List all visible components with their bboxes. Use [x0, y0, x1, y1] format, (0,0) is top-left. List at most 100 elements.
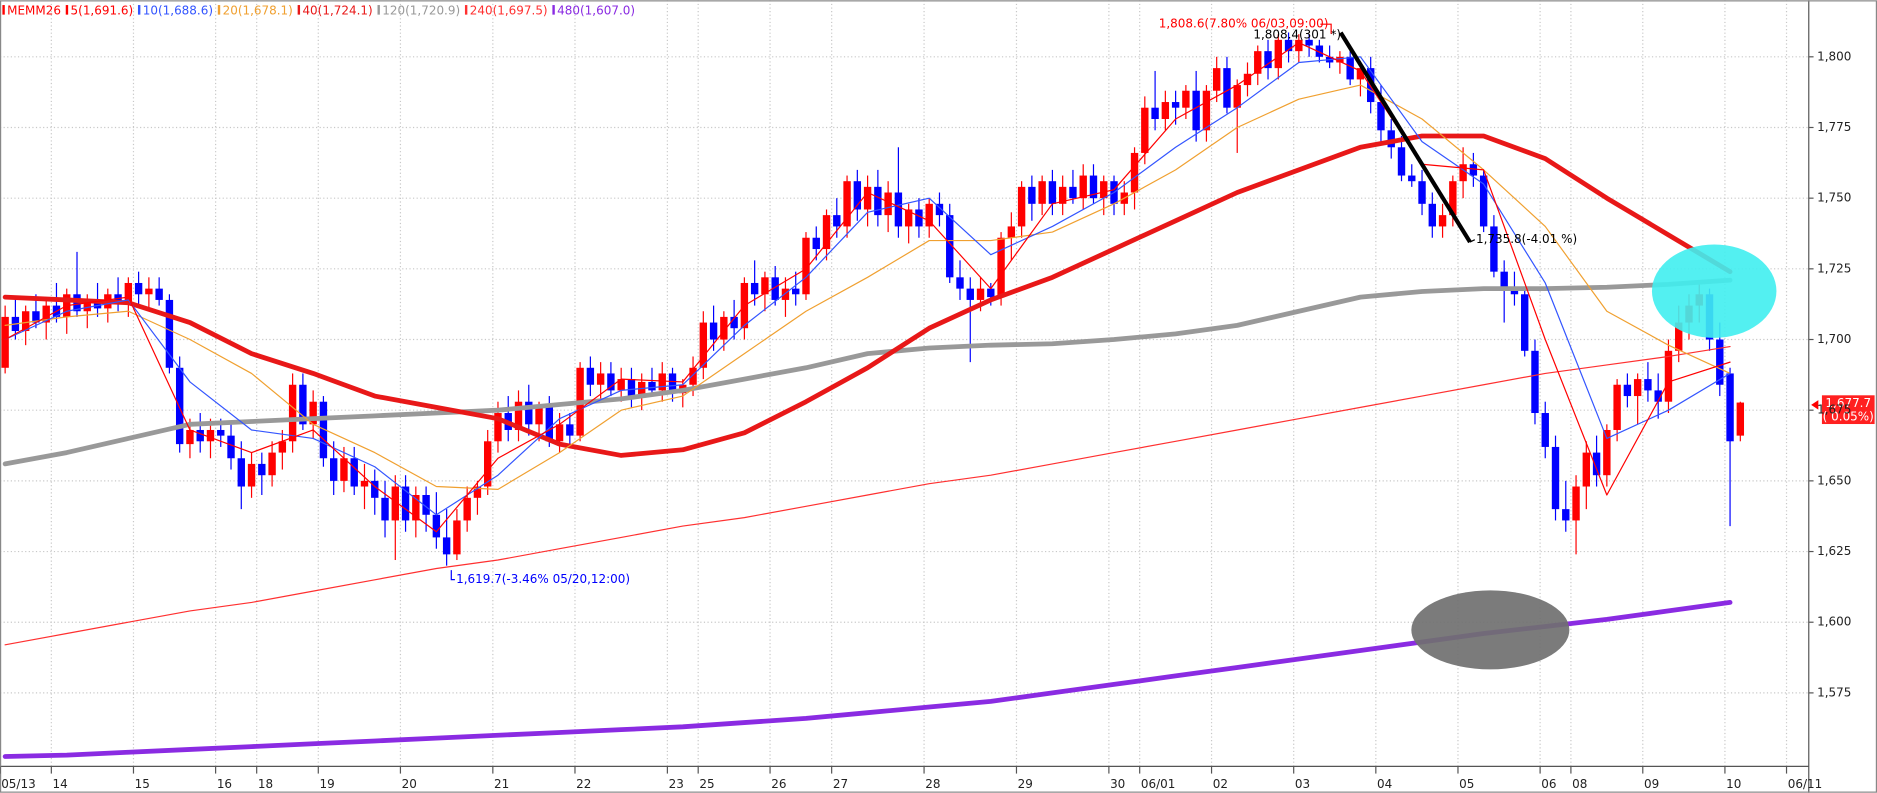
candle-body [1295, 39, 1303, 52]
y-tick-label: 1,650 [1817, 473, 1851, 487]
candle-body [668, 373, 677, 394]
candle-body [258, 463, 266, 476]
legend-label: 240(1,697.5) [470, 4, 548, 18]
legend-swatch [297, 5, 301, 15]
candle-body [535, 407, 543, 425]
candle-body [750, 282, 759, 295]
candle-body [1592, 452, 1601, 476]
candle-body [165, 299, 174, 368]
candle-body [206, 429, 215, 442]
candle-body [391, 486, 399, 521]
candle-body [525, 401, 533, 425]
x-tick-label: 30 [1110, 777, 1125, 791]
legend-label: 5(1,691.6) [71, 4, 134, 18]
candle-body [781, 288, 790, 300]
annotation: 1,808.4(301 *) [1253, 27, 1341, 41]
candle-body [278, 441, 287, 453]
candle-body [1490, 226, 1498, 272]
candle-body [853, 181, 862, 210]
candle-body [925, 203, 933, 227]
candle-body [1510, 288, 1519, 295]
price-box [1821, 395, 1875, 425]
candle-body [1613, 384, 1621, 430]
legend-swatch [377, 5, 380, 15]
candle-body [1243, 73, 1252, 86]
candle-body [1305, 39, 1313, 46]
candle-body [145, 288, 153, 295]
candle-body [32, 311, 40, 323]
last-change: ( 0.05%) [1823, 409, 1874, 423]
candle-body [987, 288, 995, 298]
y-tick-label: 1,800 [1817, 49, 1851, 63]
candle-body [617, 379, 625, 391]
candle-body [350, 458, 358, 487]
candle-body [299, 384, 307, 425]
candle-body [566, 424, 574, 436]
candle-body [935, 203, 944, 216]
candle-body [340, 458, 348, 481]
x-tick-label: 19 [319, 777, 334, 791]
x-tick-label: 02 [1213, 777, 1228, 791]
candle-body [1644, 379, 1652, 391]
candle-body [1315, 45, 1324, 57]
candle-body [894, 192, 903, 227]
candle-body [21, 311, 30, 332]
x-tick-label: 18 [258, 777, 273, 791]
x-tick-label: 08 [1572, 777, 1587, 791]
candle-body [904, 209, 913, 227]
candle-body [1438, 215, 1447, 227]
candle-body [586, 367, 595, 385]
x-tick-label: 06/01 [1141, 777, 1176, 791]
price-pointer [1811, 400, 1819, 410]
annotation-arrow [1469, 239, 1476, 243]
candle-body [247, 463, 256, 487]
candle-body [1572, 486, 1580, 521]
candle-body [1633, 379, 1642, 397]
candle-body [494, 413, 502, 442]
ma-line [4, 42, 1731, 533]
candle-body [1202, 90, 1211, 131]
candle-body [946, 215, 954, 278]
candle-body [381, 497, 389, 521]
candle-body [1089, 175, 1098, 199]
candle-body [1028, 186, 1036, 204]
legend-swatch [217, 5, 221, 15]
candle-body [792, 288, 800, 295]
candle-body [1079, 175, 1087, 199]
candle-body [1233, 85, 1241, 108]
candle-body [709, 322, 718, 340]
candle-body [329, 458, 338, 481]
candle-body [309, 401, 317, 425]
candle-body [843, 181, 851, 227]
y-tick-label: 1,775 [1817, 120, 1851, 134]
x-tick-label: 22 [576, 777, 591, 791]
candle-body [237, 458, 245, 487]
candle-body [1038, 181, 1046, 204]
candle-body [412, 494, 420, 521]
y-tick-label: 1,750 [1817, 191, 1851, 205]
candle-body [771, 277, 779, 300]
legend: MEMM26 5(1,691.6) 10(1,688.6) 20(1,678.1) 40… [2, 4, 635, 18]
ma-line [4, 345, 1731, 646]
candle-body [1387, 130, 1395, 148]
candle-body [484, 441, 492, 487]
x-tick-label: 05/13 [1, 777, 36, 791]
x-tick-label: 09 [1644, 777, 1659, 791]
ma-line [2, 277, 1733, 467]
candle-body [93, 299, 102, 309]
candle-body [432, 514, 441, 538]
candle-body [874, 186, 882, 216]
candle-body [1, 316, 9, 368]
candle-body [1726, 373, 1734, 442]
x-tick-label: 16 [217, 777, 232, 791]
candle-body [453, 520, 461, 555]
candle-body [1017, 186, 1026, 227]
annotation-arrow [1320, 23, 1332, 34]
candle-body [1428, 203, 1436, 227]
candle-body [196, 429, 204, 442]
y-tick-label: 1,675 [1817, 403, 1851, 417]
candle-body [1058, 186, 1067, 204]
x-tick-label: 06 [1541, 777, 1556, 791]
candle-body [607, 373, 615, 391]
x-tick-label: 25 [699, 777, 714, 791]
